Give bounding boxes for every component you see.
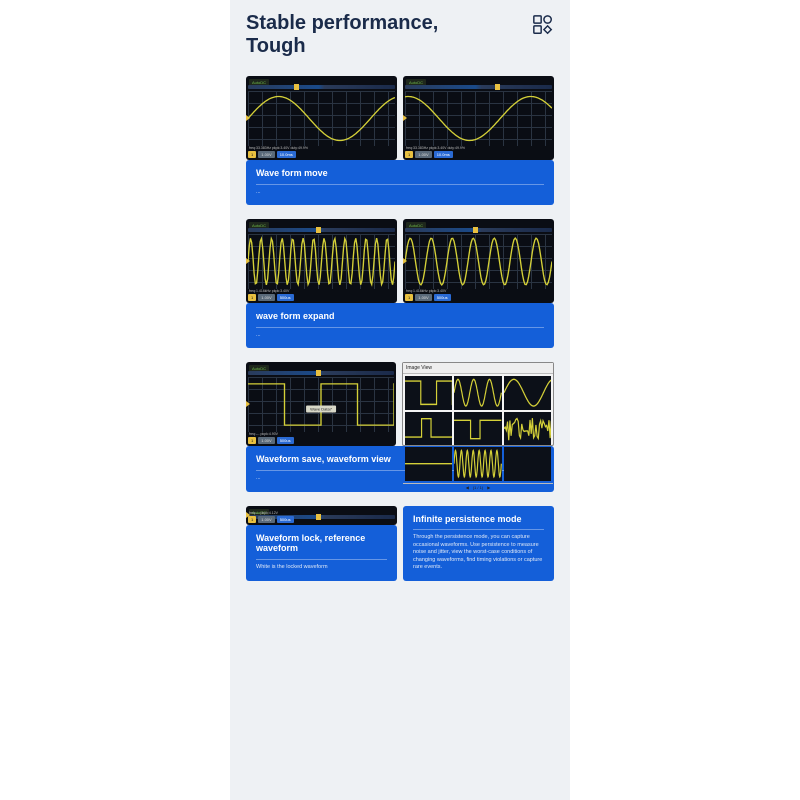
thumbnail[interactable] <box>405 376 452 409</box>
card-body: ... <box>256 332 544 339</box>
card-body: ... <box>256 189 544 196</box>
scope-move-2: AutoDC freq:33.383Hz pkpk:3.40V duty:49.… <box>403 76 554 160</box>
scope-move-1: AutoDC freq:33.383Hz pkpk:3.40V duty:49.… <box>246 76 397 160</box>
card-title: wave form expand <box>256 311 544 322</box>
image-view-panel: Image View ◀ (1 / 1) ▶ <box>402 362 554 446</box>
divider <box>256 184 544 185</box>
divider <box>256 327 544 328</box>
card-lock: Waveform lock, reference waveform White … <box>246 525 397 581</box>
thumbnail[interactable] <box>454 376 501 409</box>
thumbnail[interactable] <box>504 447 551 480</box>
section-waveform-move: AutoDC freq:33.383Hz pkpk:3.40V duty:49.… <box>246 76 554 205</box>
thumbnail[interactable] <box>454 412 501 445</box>
thumbnail[interactable] <box>405 412 452 445</box>
card-persist: Infinite persistence mode Through the pe… <box>403 506 554 581</box>
card-title: Waveform lock, reference waveform <box>256 533 387 555</box>
next-icon[interactable]: ▶ <box>487 485 490 490</box>
card-body: White is the locked waveform <box>256 564 387 571</box>
scope-save: AutoDC Wave Data7 freq:--- pkpk:4.90V 11… <box>246 362 396 446</box>
scope-expand-2: AutoDC freq:1.416kHz pkpk:3.40V 11.00V50… <box>403 219 554 303</box>
thumbnail[interactable] <box>405 447 452 480</box>
section-waveform-save: AutoDC Wave Data7 freq:--- pkpk:4.90V 11… <box>246 362 554 491</box>
image-view-grid <box>403 374 553 482</box>
prev-icon[interactable]: ◀ <box>466 485 469 490</box>
header: Stable performance, Tough <box>246 12 554 58</box>
card-title: Infinite persistence mode <box>413 514 544 525</box>
divider <box>413 529 544 530</box>
section-lock-persist: AutoDC freq:--- pkpk:4.12V 11.00V500us W… <box>246 506 554 581</box>
grid-icon <box>532 14 554 36</box>
product-feature-page: Stable performance, Tough AutoDC freq:33… <box>230 0 570 800</box>
section-waveform-expand: AutoDC freq:1.416kHz pkpk:3.40V 11.00V50… <box>246 219 554 348</box>
card-expand: wave form expand ... <box>246 303 554 348</box>
divider <box>256 559 387 560</box>
thumbnail[interactable] <box>454 447 501 480</box>
thumbnail[interactable] <box>504 412 551 445</box>
card-body: Through the persistence mode, you can ca… <box>413 534 544 571</box>
scope-lock: AutoDC freq:--- pkpk:4.12V 11.00V500us <box>246 506 397 525</box>
card-title: Wave form move <box>256 168 544 179</box>
page-title: Stable performance, Tough <box>246 12 438 58</box>
thumbnail[interactable] <box>504 376 551 409</box>
image-view-title: Image View <box>403 363 553 374</box>
image-view-footer: ◀ (1 / 1) ▶ <box>403 483 553 492</box>
card-move: Wave form move ... <box>246 160 554 205</box>
scope-expand-1: AutoDC freq:1.416kHz pkpk:3.40V 11.00V50… <box>246 219 397 303</box>
